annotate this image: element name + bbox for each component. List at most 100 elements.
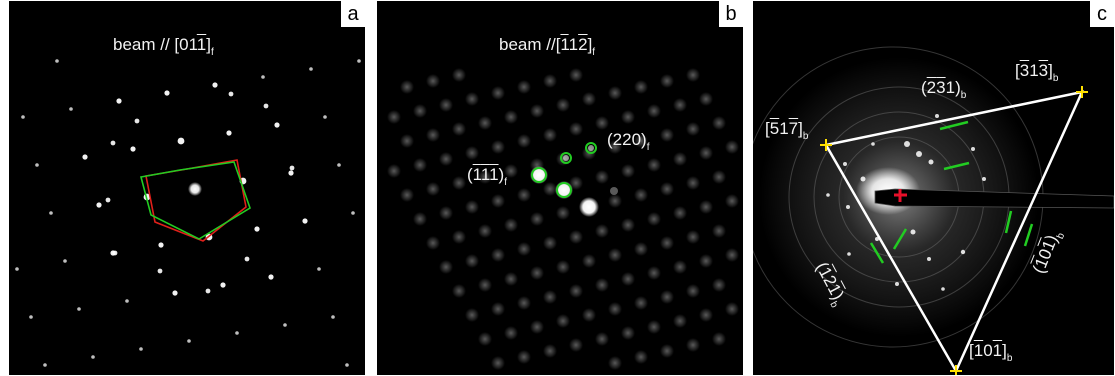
diffraction-spot (647, 104, 661, 118)
diffraction-spot (478, 332, 492, 346)
diffraction-spot (621, 272, 635, 286)
diffraction-spot (439, 98, 453, 112)
diffraction-spot (205, 288, 211, 294)
diffraction-spot (699, 308, 713, 322)
diffraction-spot (465, 92, 479, 106)
diffraction-spot (15, 267, 19, 271)
diffraction-spot (543, 236, 557, 250)
diffraction-spot (935, 114, 939, 118)
diffraction-spot (439, 206, 453, 220)
diffraction-spot (910, 229, 916, 235)
diffraction-spot (634, 242, 648, 256)
pattern-b (387, 68, 739, 370)
diffraction-spot (125, 299, 129, 303)
diffraction-spot (712, 116, 726, 130)
diffraction-spot (69, 107, 73, 111)
diffraction-spot (608, 140, 622, 154)
diffraction-spot (608, 302, 622, 316)
diffraction-spot (916, 151, 922, 157)
diffraction-spot (491, 140, 505, 154)
white-triangle (824, 90, 1085, 374)
diffraction-spot (400, 188, 414, 202)
diffraction-spot (725, 194, 739, 208)
diffraction-spot (331, 315, 335, 319)
beam-direction-label-b: beam //[112]f (499, 35, 596, 58)
diffraction-spot (673, 98, 687, 112)
diffraction-spot (309, 67, 313, 71)
green-trace-marks (869, 120, 1034, 264)
diffraction-spot (55, 59, 59, 63)
diffraction-spot (621, 164, 635, 178)
diffraction-spot (517, 134, 531, 148)
diffraction-spot (261, 75, 265, 79)
diffraction-spot (871, 142, 875, 146)
diffraction-spot (686, 230, 700, 244)
diffraction-spot (530, 104, 544, 118)
diffraction-spot (517, 188, 531, 202)
diffraction-spot (846, 205, 850, 209)
green-hexagon (140, 161, 251, 240)
diffraction-spots-b (387, 68, 739, 370)
diffraction-spot (621, 218, 635, 232)
diffraction-spot (686, 68, 700, 82)
diffraction-spot (699, 200, 713, 214)
diffraction-spot (660, 128, 674, 142)
diffraction-spot (413, 104, 427, 118)
diffraction-spot (164, 90, 170, 96)
panel-label-c: c (1090, 1, 1114, 27)
diffraction-panel-c: [313]b (231)b [517]b (121)b (101)b [101]… (753, 1, 1114, 375)
diffraction-spot (49, 211, 53, 215)
diffraction-spot (608, 86, 622, 100)
diffraction-spot (517, 350, 531, 364)
diffraction-spot (582, 254, 596, 268)
diffraction-spot (351, 211, 355, 215)
beam-direction-label-a: beam // [011]f (113, 35, 214, 58)
diffraction-spot (725, 140, 739, 154)
diffraction-spot (660, 182, 674, 196)
diffraction-panel-a: beam // [011]f a (9, 1, 365, 375)
diffraction-spot (699, 92, 713, 106)
diffraction-spot (647, 320, 661, 334)
diffraction-spot (337, 163, 341, 167)
diffraction-spot (387, 110, 401, 124)
diffraction-spot (875, 237, 879, 241)
diffraction-spot (504, 110, 518, 124)
diffraction-spot (426, 236, 440, 250)
diffraction-spot (960, 249, 966, 255)
diffraction-spot (673, 260, 687, 274)
diffraction-spot (35, 163, 39, 167)
diffraction-spot (504, 218, 518, 232)
diffraction-spot (569, 338, 583, 352)
diffraction-spot (610, 187, 618, 195)
diffraction-spot (465, 254, 479, 268)
green-marked-spots (531, 142, 597, 198)
diffraction-spot (187, 339, 191, 343)
center-cross (894, 189, 907, 202)
diffraction-spot (660, 344, 674, 358)
diffraction-spot (413, 158, 427, 172)
diffraction-spot (96, 202, 102, 208)
diffraction-spot (504, 326, 518, 340)
diffraction-spot (112, 250, 118, 256)
diffraction-spot (172, 290, 178, 296)
zone-label-517: [517]b (765, 119, 809, 142)
diffraction-spot (582, 308, 596, 322)
diffraction-spot (116, 98, 122, 104)
diffraction-spot (634, 350, 648, 364)
diffraction-spot (452, 68, 466, 82)
diffraction-spot (543, 74, 557, 88)
zone-label-101: [101]b (969, 341, 1013, 364)
diffraction-spot (491, 86, 505, 100)
diffraction-spot (843, 162, 847, 166)
diffraction-spot (491, 356, 505, 370)
diffraction-spot (158, 242, 164, 248)
pattern-c (753, 46, 1114, 375)
zone-label-313: [313]b (1015, 61, 1059, 84)
diffraction-spot (595, 116, 609, 130)
diffraction-spot (595, 278, 609, 292)
diffraction-spot (478, 224, 492, 238)
diffraction-spot (283, 323, 287, 327)
reflection-label-111: (111)f (467, 165, 507, 188)
diffraction-spot (288, 170, 294, 176)
diffraction-spot (491, 194, 505, 208)
